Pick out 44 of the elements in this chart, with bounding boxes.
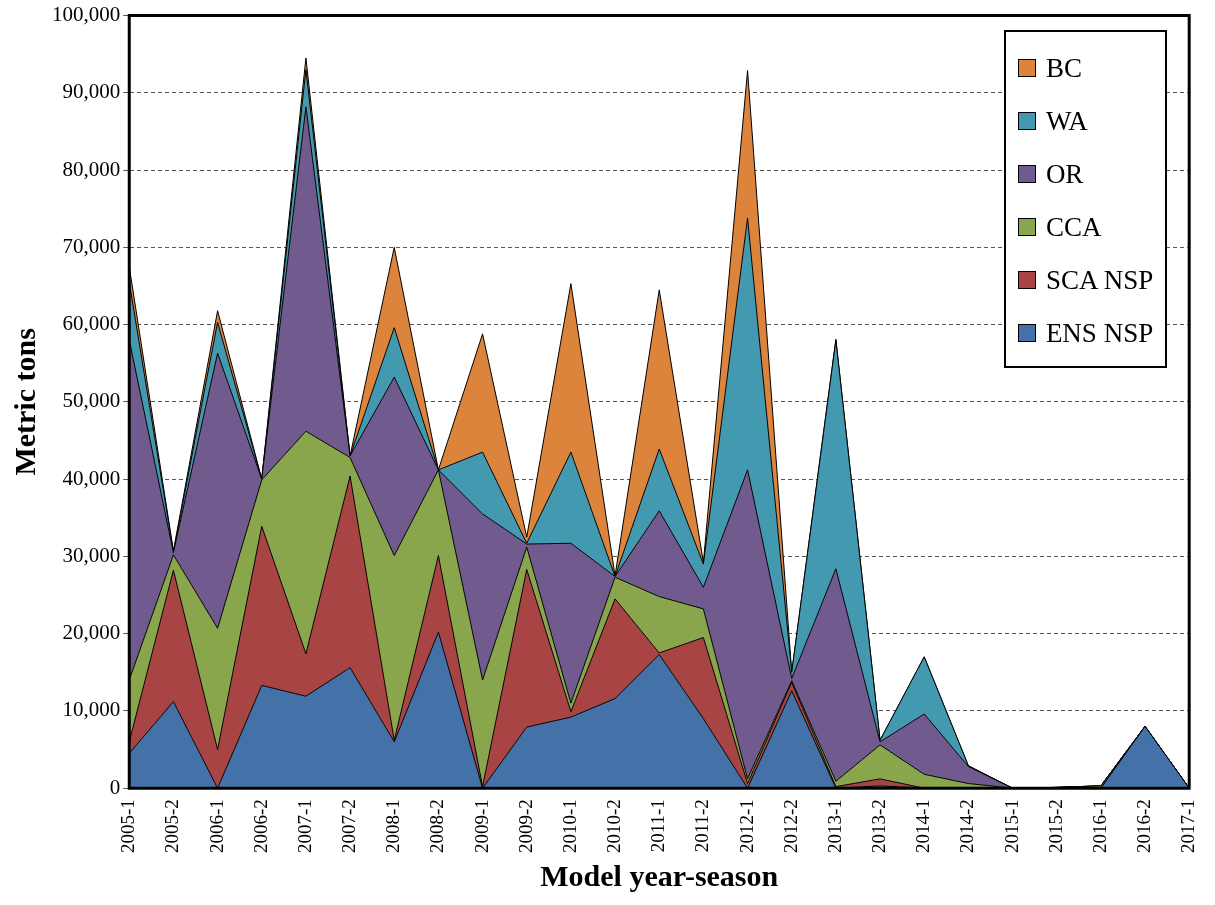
- y-tick-label: 50,000: [62, 388, 121, 413]
- x-tick-label: 2005-1: [117, 799, 139, 853]
- x-tick-label: 2016-2: [1133, 799, 1155, 853]
- x-tick-label: 2015-1: [1000, 799, 1022, 853]
- x-tick-label: 2017-1: [1177, 799, 1199, 853]
- x-tick-label: 2014-2: [956, 799, 978, 853]
- x-tick-label: 2013-1: [823, 799, 845, 853]
- y-tick-label: 10,000: [62, 697, 121, 722]
- y-tick-label: 90,000: [62, 79, 121, 104]
- x-tick-label: 2015-2: [1044, 799, 1066, 853]
- y-tick-label: 70,000: [62, 233, 121, 258]
- x-tick-label: 2007-1: [293, 799, 315, 853]
- y-tick-label: 30,000: [62, 542, 121, 567]
- x-tick-label: 2009-1: [470, 799, 492, 853]
- x-tick-label: 2014-1: [912, 799, 934, 853]
- x-tick-label: 2005-2: [161, 799, 183, 853]
- x-tick-label: 2011-1: [647, 799, 669, 853]
- legend-label: CCA: [1045, 211, 1102, 243]
- x-tick-label: 2008-2: [426, 799, 448, 853]
- y-tick-label: 80,000: [62, 156, 121, 181]
- y-tick-label: 20,000: [62, 620, 121, 645]
- y-axis-title: Metric tons: [7, 328, 41, 476]
- x-tick-label: 2016-1: [1088, 799, 1110, 853]
- x-tick-label: 2012-2: [779, 799, 801, 853]
- y-tick-label: 0: [109, 774, 121, 799]
- x-axis-title: Model year-season: [540, 858, 779, 892]
- x-tick-label: 2009-2: [514, 799, 536, 853]
- y-tick-label: 100,000: [52, 2, 121, 27]
- x-tick-label: 2006-2: [249, 799, 271, 853]
- x-tick-label: 2012-1: [735, 799, 757, 853]
- legend-label: ENS NSP: [1045, 317, 1154, 349]
- legend-label: OR: [1045, 158, 1084, 190]
- legend-label: SCA NSP: [1045, 264, 1154, 296]
- x-tick-label: 2010-2: [603, 799, 625, 853]
- y-tick-label: 40,000: [62, 465, 121, 490]
- x-tick-label: 2006-1: [205, 799, 227, 853]
- legend-label: BC: [1045, 52, 1082, 84]
- x-tick-label: 2010-1: [558, 799, 580, 853]
- y-tick-label: 60,000: [62, 311, 121, 336]
- x-tick-label: 2013-2: [868, 799, 890, 853]
- x-tick-label: 2011-2: [691, 799, 713, 853]
- x-tick-label: 2007-2: [338, 799, 360, 853]
- x-tick-label: 2008-1: [382, 799, 404, 853]
- legend-label: WA: [1045, 105, 1088, 137]
